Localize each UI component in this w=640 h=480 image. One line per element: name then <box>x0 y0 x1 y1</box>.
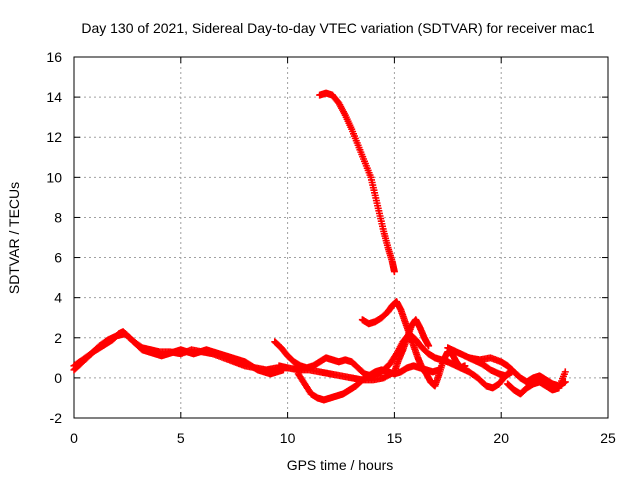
plot-frame <box>73 56 609 419</box>
series-track-f <box>316 89 398 276</box>
data-point <box>425 342 433 350</box>
y-tick-label: 14 <box>46 89 62 105</box>
series-track-j <box>465 354 569 390</box>
y-axis-label: SDTVAR / TECUs <box>6 182 22 294</box>
y-tick-label: 16 <box>46 49 62 65</box>
y-axis-ticks: -2 0 2 4 6 8 10 12 14 16 <box>46 49 608 426</box>
data-point <box>390 268 398 276</box>
series-track-k <box>504 368 569 398</box>
y-tick-label: -2 <box>50 410 63 426</box>
data-point <box>561 368 569 376</box>
y-tick-label: 2 <box>54 330 62 346</box>
y-tick-label: 4 <box>54 290 62 306</box>
x-tick-label: 10 <box>280 430 296 446</box>
series-track-b <box>70 330 292 374</box>
x-tick-label: 0 <box>70 430 78 446</box>
x-axis-label: GPS time / hours <box>287 457 394 473</box>
y-tick-label: 12 <box>46 129 62 145</box>
x-tick-label: 15 <box>387 430 403 446</box>
series-track-e <box>275 316 433 384</box>
x-tick-label: 5 <box>177 430 185 446</box>
x-tick-label: 25 <box>600 430 616 446</box>
y-tick-label: 8 <box>54 209 62 225</box>
y-tick-label: 0 <box>54 370 62 386</box>
y-tick-label: 6 <box>54 250 62 266</box>
chart-title: Day 130 of 2021, Sidereal Day-to-day VTE… <box>81 20 594 36</box>
x-tick-label: 20 <box>493 430 509 446</box>
y-tick-label: 10 <box>46 169 62 185</box>
data-series <box>70 89 569 404</box>
x-axis-ticks: 0 5 10 15 20 25 <box>70 57 616 446</box>
